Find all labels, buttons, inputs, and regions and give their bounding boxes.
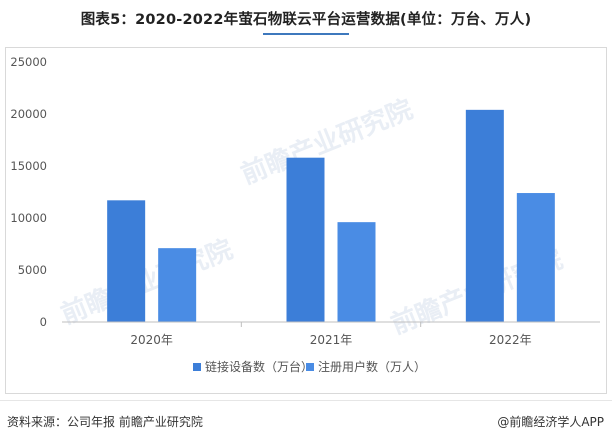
- y-tick-label: 5000: [18, 263, 47, 277]
- x-tick-label: 2022年: [489, 333, 532, 347]
- y-tick-label: 25000: [10, 55, 47, 69]
- title-underline: [263, 33, 349, 35]
- chart-frame: [5, 47, 607, 394]
- legend-swatch: [306, 363, 314, 371]
- watermark-text: 前瞻产业研究院: [237, 94, 417, 191]
- bar-users: [516, 193, 555, 322]
- x-tick-label: 2021年: [310, 333, 353, 347]
- source-note: 资料来源：公司年报 前瞻产业研究院: [7, 415, 203, 429]
- bar-devices: [465, 109, 504, 322]
- bar-users: [337, 222, 376, 322]
- chart-title: 图表5：2020-2022年萤石物联云平台运营数据(单位：万台、万人): [80, 12, 532, 28]
- brand-credit: @前瞻经济学人APP: [497, 415, 604, 429]
- x-tick-label: 2020年: [130, 333, 173, 347]
- y-tick-label: 20000: [10, 107, 47, 121]
- y-tick-label: 15000: [10, 159, 47, 173]
- watermark-text: 前瞻产业研究院: [57, 234, 237, 331]
- bar-devices: [286, 157, 325, 322]
- bar-users: [158, 248, 197, 322]
- footer: 资料来源：公司年报 前瞻产业研究院 @前瞻经济学人APP: [0, 400, 612, 441]
- bar-chart: 前瞻产业研究院前瞻产业研究院前瞻产业研究院 050001000015000200…: [10, 55, 600, 374]
- bar-devices: [107, 200, 146, 322]
- y-tick-label: 0: [40, 315, 47, 329]
- legend-swatch: [193, 363, 201, 371]
- legend-label: 注册用户数（万人）: [318, 359, 426, 374]
- legend-label: 链接设备数（万台）: [205, 359, 313, 374]
- y-tick-label: 10000: [10, 211, 47, 225]
